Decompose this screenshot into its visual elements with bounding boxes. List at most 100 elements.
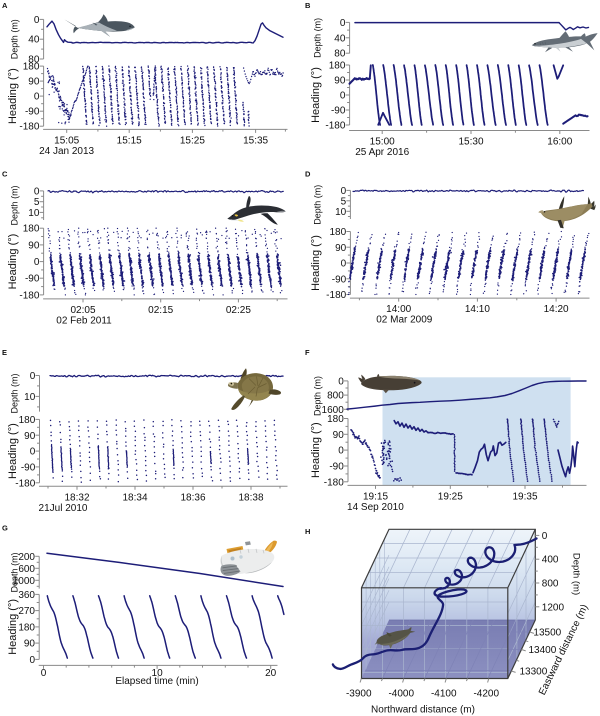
- svg-text:10: 10: [152, 668, 164, 679]
- svg-text:90: 90: [28, 77, 40, 88]
- svg-text:180: 180: [23, 62, 40, 73]
- svg-text:-180: -180: [324, 477, 344, 488]
- svg-text:Depth (m): Depth (m): [313, 185, 323, 225]
- svg-text:180: 180: [327, 414, 344, 425]
- svg-text:80: 80: [28, 55, 40, 66]
- svg-text:-180: -180: [19, 290, 39, 301]
- svg-text:90: 90: [334, 76, 346, 87]
- svg-text:02 Feb 2011: 02 Feb 2011: [56, 315, 112, 326]
- svg-text:20: 20: [265, 668, 277, 679]
- svg-text:Heading (°): Heading (°): [310, 422, 322, 478]
- svg-text:40: 40: [334, 33, 346, 44]
- svg-text:18:38: 18:38: [238, 492, 263, 503]
- svg-text:90: 90: [24, 431, 36, 442]
- svg-text:1000: 1000: [13, 576, 36, 587]
- svg-text:0: 0: [30, 447, 36, 458]
- svg-text:Heading (°): Heading (°): [7, 234, 19, 290]
- svg-text:18:36: 18:36: [180, 492, 205, 503]
- svg-text:Depth (m): Depth (m): [313, 18, 323, 58]
- svg-text:0: 0: [34, 257, 40, 268]
- svg-text:360: 360: [18, 590, 35, 601]
- svg-text:25 Apr 2016: 25 Apr 2016: [355, 147, 409, 158]
- svg-text:180: 180: [329, 61, 346, 72]
- svg-text:Depth (m): Depth (m): [10, 185, 20, 225]
- svg-text:90: 90: [24, 639, 36, 650]
- svg-text:5: 5: [341, 196, 347, 207]
- svg-text:E: E: [2, 348, 7, 357]
- svg-text:Heading (°): Heading (°): [7, 423, 19, 479]
- svg-text:-180: -180: [326, 290, 346, 301]
- svg-text:02:25: 02:25: [226, 305, 251, 316]
- svg-text:13500: 13500: [533, 628, 561, 639]
- svg-text:0: 0: [34, 15, 40, 26]
- svg-text:40: 40: [28, 35, 40, 46]
- svg-text:-180: -180: [325, 121, 345, 132]
- svg-text:-90: -90: [331, 106, 346, 117]
- svg-text:Northward distance (m): Northward distance (m): [371, 705, 475, 716]
- svg-text:-180: -180: [15, 478, 35, 489]
- svg-text:200: 200: [18, 552, 35, 563]
- svg-text:-4100: -4100: [431, 689, 457, 700]
- svg-text:90: 90: [333, 430, 345, 441]
- svg-text:-90: -90: [329, 461, 344, 472]
- svg-text:19:25: 19:25: [438, 491, 463, 502]
- svg-text:1200: 1200: [542, 602, 565, 613]
- svg-text:800: 800: [542, 579, 559, 590]
- svg-text:400: 400: [542, 555, 559, 566]
- svg-text:14 Sep 2010: 14 Sep 2010: [347, 502, 404, 513]
- svg-text:Depth (m): Depth (m): [313, 376, 323, 416]
- svg-text:21Jul 2010: 21Jul 2010: [39, 503, 88, 514]
- svg-text:Elapsed time (min): Elapsed time (min): [115, 676, 198, 687]
- svg-text:G: G: [2, 524, 8, 533]
- svg-text:5: 5: [34, 197, 40, 208]
- svg-text:90: 90: [28, 240, 40, 251]
- svg-text:0: 0: [41, 668, 47, 679]
- svg-text:B: B: [305, 1, 311, 10]
- svg-text:0: 0: [338, 446, 344, 457]
- svg-text:0: 0: [340, 91, 346, 102]
- svg-text:-3900: -3900: [346, 689, 372, 700]
- svg-text:18:32: 18:32: [64, 492, 89, 503]
- svg-text:Heading (°): Heading (°): [310, 67, 322, 123]
- svg-text:C: C: [2, 170, 8, 179]
- svg-text:0: 0: [341, 186, 347, 197]
- svg-text:0: 0: [34, 92, 40, 103]
- svg-text:-4200: -4200: [473, 689, 499, 700]
- svg-text:13300: 13300: [520, 667, 548, 678]
- svg-text:270: 270: [18, 606, 35, 617]
- svg-text:14:10: 14:10: [465, 304, 490, 315]
- svg-text:0: 0: [30, 371, 36, 382]
- svg-text:19:35: 19:35: [512, 491, 537, 502]
- svg-text:80: 80: [334, 49, 346, 60]
- svg-text:1600: 1600: [322, 405, 345, 416]
- svg-text:-90: -90: [21, 462, 36, 473]
- svg-text:F: F: [305, 348, 310, 357]
- svg-text:0: 0: [29, 655, 35, 666]
- svg-text:180: 180: [330, 227, 347, 238]
- svg-text:Depth (m): Depth (m): [10, 552, 20, 592]
- svg-text:14:20: 14:20: [544, 304, 569, 315]
- svg-text:16:00: 16:00: [547, 137, 572, 148]
- svg-text:15:25: 15:25: [180, 135, 205, 146]
- svg-text:-90: -90: [25, 107, 40, 118]
- svg-text:0: 0: [338, 376, 344, 387]
- svg-text:0: 0: [340, 18, 346, 29]
- svg-text:24 Jan 2013: 24 Jan 2013: [39, 146, 94, 157]
- svg-text:13400: 13400: [529, 645, 557, 656]
- svg-text:0: 0: [542, 531, 548, 542]
- svg-text:0: 0: [34, 186, 40, 197]
- svg-text:-90: -90: [332, 274, 347, 285]
- svg-text:-90: -90: [25, 274, 40, 285]
- svg-text:Heading (°): Heading (°): [310, 235, 322, 291]
- svg-text:10: 10: [335, 207, 347, 218]
- svg-text:14:00: 14:00: [386, 304, 411, 315]
- svg-text:02 Mar 2009: 02 Mar 2009: [376, 315, 433, 326]
- svg-text:15:35: 15:35: [243, 135, 268, 146]
- svg-text:Depth (m): Depth (m): [571, 553, 582, 595]
- svg-text:19:15: 19:15: [363, 491, 388, 502]
- svg-text:A: A: [2, 1, 8, 10]
- svg-text:Heading (°): Heading (°): [7, 599, 19, 655]
- svg-text:180: 180: [23, 224, 40, 235]
- svg-text:02:05: 02:05: [70, 305, 95, 316]
- svg-text:Heading (°): Heading (°): [7, 68, 19, 124]
